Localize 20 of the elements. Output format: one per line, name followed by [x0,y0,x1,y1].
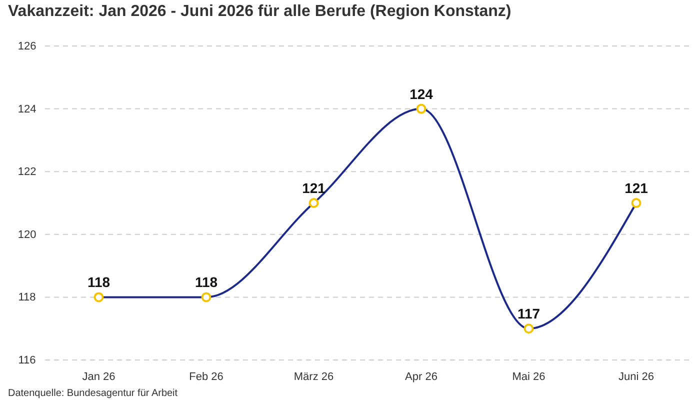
x-tick-label: Juni 26 [618,370,654,383]
data-label: 121 [624,180,648,196]
data-label: 118 [194,274,218,290]
data-label: 117 [517,306,540,322]
x-tick-label: Mai 26 [512,370,546,383]
data-label: 121 [302,180,326,196]
y-tick-label: 126 [18,40,36,53]
y-tick-label: 120 [18,228,36,241]
chart-title: Vakanzzeit: Jan 2026 - Juni 2026 für alle Berufe (Region Konstanz) [8,3,512,20]
y-tick-label: 124 [18,103,36,116]
x-tick-label: Jan 26 [82,370,116,383]
x-tick-label: Apr 26 [405,370,438,383]
y-tick-label: 116 [18,354,36,367]
data-label: 124 [410,86,434,102]
text: Datenquelle: Bundesagentur für Arbeit [8,388,178,399]
y-tick-label: 122 [18,166,36,178]
x-tick-label: März 26 [294,370,334,383]
data-label: 118 [87,274,110,290]
y-tick-label: 118 [18,292,36,304]
x-tick-label: Feb 26 [189,370,224,383]
